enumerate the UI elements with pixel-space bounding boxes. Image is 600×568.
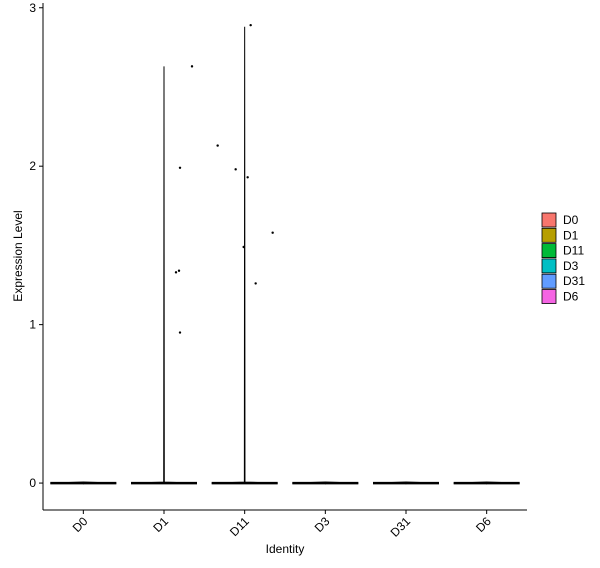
x-tick-label: D0 <box>70 514 91 535</box>
x-axis-label: Identity <box>266 542 305 556</box>
x-tick-label: D31 <box>388 514 414 540</box>
y-tick-label: 2 <box>29 159 36 173</box>
legend-key <box>541 258 557 274</box>
violin <box>130 66 198 484</box>
point <box>254 282 257 285</box>
point <box>177 269 181 272</box>
point <box>174 271 178 274</box>
point <box>178 331 182 334</box>
legend-key <box>541 289 557 304</box>
point <box>234 168 237 171</box>
point <box>246 176 249 179</box>
point <box>242 245 245 249</box>
legend-key <box>541 227 557 243</box>
y-tick-label: 1 <box>29 318 36 332</box>
x-tick-label: D11 <box>227 514 252 539</box>
legend-key <box>541 212 557 228</box>
point <box>216 144 219 147</box>
x-tick-label: D3 <box>312 514 333 535</box>
legend-label: D3 <box>563 259 579 273</box>
x-tick-label: D1 <box>150 514 171 535</box>
point <box>249 23 252 27</box>
legend-label: D1 <box>563 228 579 242</box>
legend-label: D0 <box>563 213 579 227</box>
legend-label: D31 <box>563 274 585 288</box>
point <box>190 65 194 68</box>
point <box>271 231 274 234</box>
legend-label: D11 <box>563 244 584 258</box>
x-tick-label: D6 <box>473 514 494 535</box>
legend-label: D6 <box>563 290 579 304</box>
legend-key <box>541 243 557 259</box>
y-axis-label: Expression Level <box>11 210 25 301</box>
legend-key <box>541 273 557 289</box>
violin <box>211 26 278 484</box>
point <box>178 166 182 169</box>
y-tick-label: 0 <box>29 476 36 490</box>
y-tick-label: 3 <box>29 1 36 15</box>
